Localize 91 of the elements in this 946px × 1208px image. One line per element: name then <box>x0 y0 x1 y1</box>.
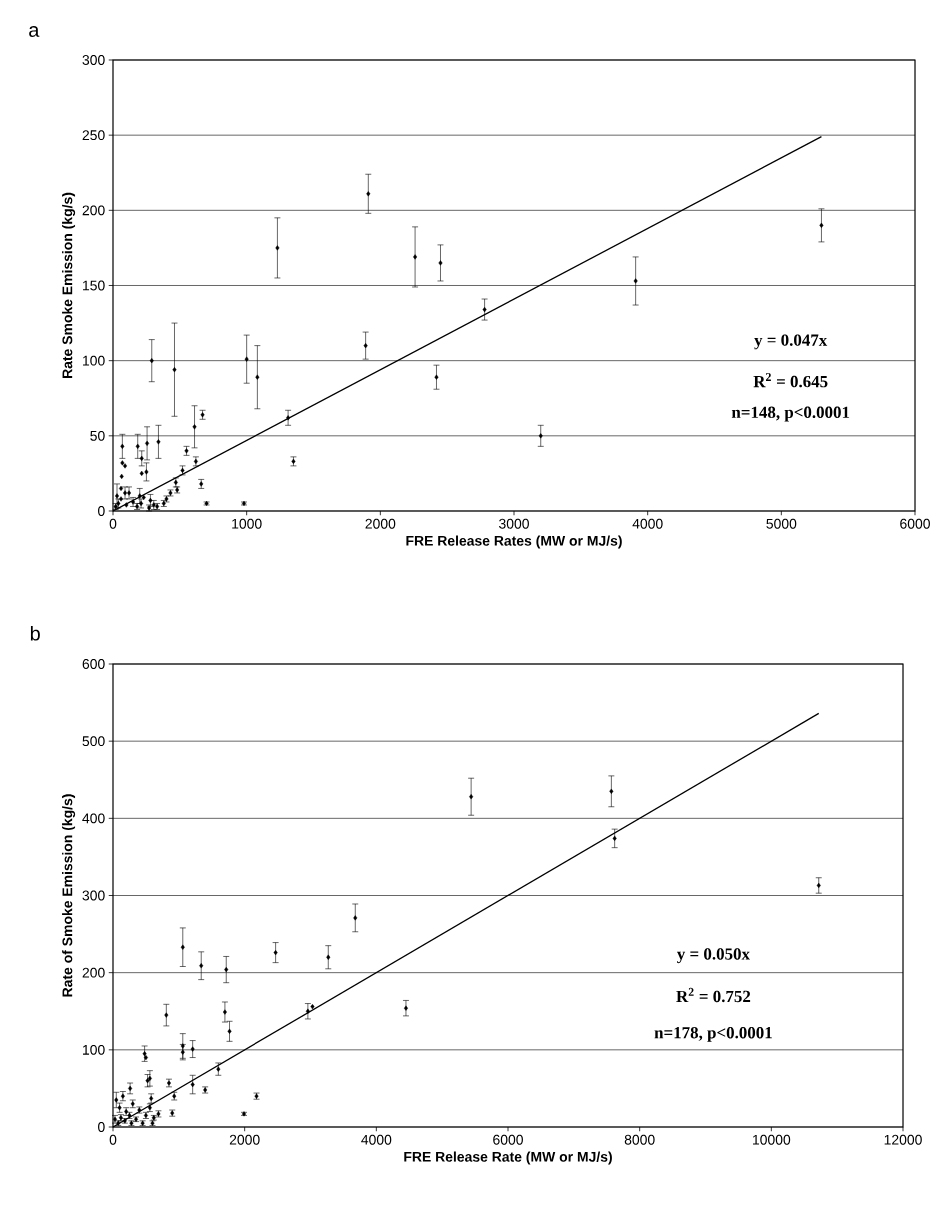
y-axis-title: Rate Smoke Emission (kg/s) <box>62 192 76 378</box>
y-tick-label: 200 <box>82 205 105 216</box>
annotation: R$^{2}$ = 0.752 <box>676 987 751 1003</box>
point <box>224 966 229 973</box>
point <box>172 367 177 373</box>
point <box>156 439 161 445</box>
x-tick-label: 3000 <box>499 518 529 529</box>
y-tick-label: 0 <box>98 1122 105 1132</box>
point <box>216 1066 221 1072</box>
point <box>142 1051 147 1057</box>
point <box>438 260 443 266</box>
point <box>164 1012 169 1018</box>
point <box>273 950 278 956</box>
annotation: y = 0.047x <box>754 334 828 350</box>
x-tick-label: 5000 <box>766 518 797 529</box>
point <box>244 356 249 362</box>
point <box>222 1009 227 1015</box>
point <box>127 490 132 496</box>
point <box>612 835 617 841</box>
point <box>190 1081 195 1088</box>
x-tick-label: 4000 <box>361 1134 392 1145</box>
annotation: R$^{2}$ = 0.645 <box>753 373 828 388</box>
point <box>123 490 128 496</box>
point <box>120 460 125 466</box>
point <box>139 455 144 461</box>
x-tick-label: 2000 <box>365 518 396 529</box>
x-tick-label: 2000 <box>229 1134 260 1145</box>
x-tick-label: 6000 <box>900 518 930 529</box>
chart-title: a <box>29 26 40 37</box>
chart-title: b <box>30 625 40 641</box>
point <box>119 473 124 479</box>
point <box>326 954 331 960</box>
y-tick-label: 0 <box>98 506 105 516</box>
point <box>120 443 125 449</box>
x-axis-title: FRE Release Rate (MW or MJ/s) <box>404 1151 612 1165</box>
point <box>114 1097 119 1103</box>
point <box>353 915 358 921</box>
y-tick-label: 400 <box>82 813 105 824</box>
point <box>434 374 439 380</box>
y-tick-label: 150 <box>83 280 105 291</box>
point <box>123 463 128 469</box>
y-tick-label: 250 <box>82 130 105 141</box>
x-tick-label: 8000 <box>624 1134 655 1145</box>
point <box>124 502 129 508</box>
y-tick-label: 300 <box>82 890 105 901</box>
point <box>192 424 197 430</box>
point <box>275 245 280 251</box>
point <box>180 944 185 950</box>
x-tick-label: 6000 <box>493 1134 523 1145</box>
point <box>180 1043 185 1049</box>
point <box>190 1046 195 1052</box>
y-tick-label: 100 <box>83 355 105 366</box>
point <box>366 191 371 197</box>
x-axis-title: FRE Release Rates (MW or MJ/s) <box>406 535 622 549</box>
point <box>609 788 614 794</box>
point <box>149 358 154 364</box>
point <box>139 470 144 476</box>
y-tick-label: 600 <box>82 659 105 669</box>
x-tick-label: 10000 <box>753 1134 791 1145</box>
y-tick-label: 500 <box>82 736 105 747</box>
point <box>482 306 487 313</box>
x-tick-label: 0 <box>109 518 117 529</box>
point <box>199 963 204 969</box>
point <box>538 433 543 439</box>
point <box>180 1049 185 1055</box>
x-tick-label: 4000 <box>632 518 663 529</box>
y-tick-label: 50 <box>90 430 105 441</box>
point <box>363 343 368 349</box>
point <box>227 1028 232 1034</box>
point <box>819 222 824 228</box>
point <box>305 1008 310 1014</box>
y-tick-label: 200 <box>82 967 105 978</box>
x-tick-label: 1000 <box>232 518 262 529</box>
y-tick-label: 100 <box>83 1044 105 1055</box>
y-tick-label: 300 <box>82 55 105 65</box>
point <box>413 254 418 260</box>
y-axis-title: Rate of Smoke Emission (kg/s) <box>62 794 76 997</box>
point <box>286 415 291 421</box>
point <box>816 882 821 889</box>
annotation: y = 0.050x <box>676 948 750 964</box>
point <box>255 374 260 380</box>
point <box>403 1005 408 1011</box>
point <box>469 794 474 800</box>
x-tick-label: 0 <box>109 1134 117 1145</box>
annotation: n=148, p<0.0001 <box>731 406 850 422</box>
point <box>144 469 149 475</box>
x-tick-label: 12000 <box>884 1134 922 1145</box>
annotation: n=178, p<0.0001 <box>654 1026 772 1042</box>
point <box>135 443 140 449</box>
point <box>633 278 638 284</box>
point <box>145 440 150 446</box>
